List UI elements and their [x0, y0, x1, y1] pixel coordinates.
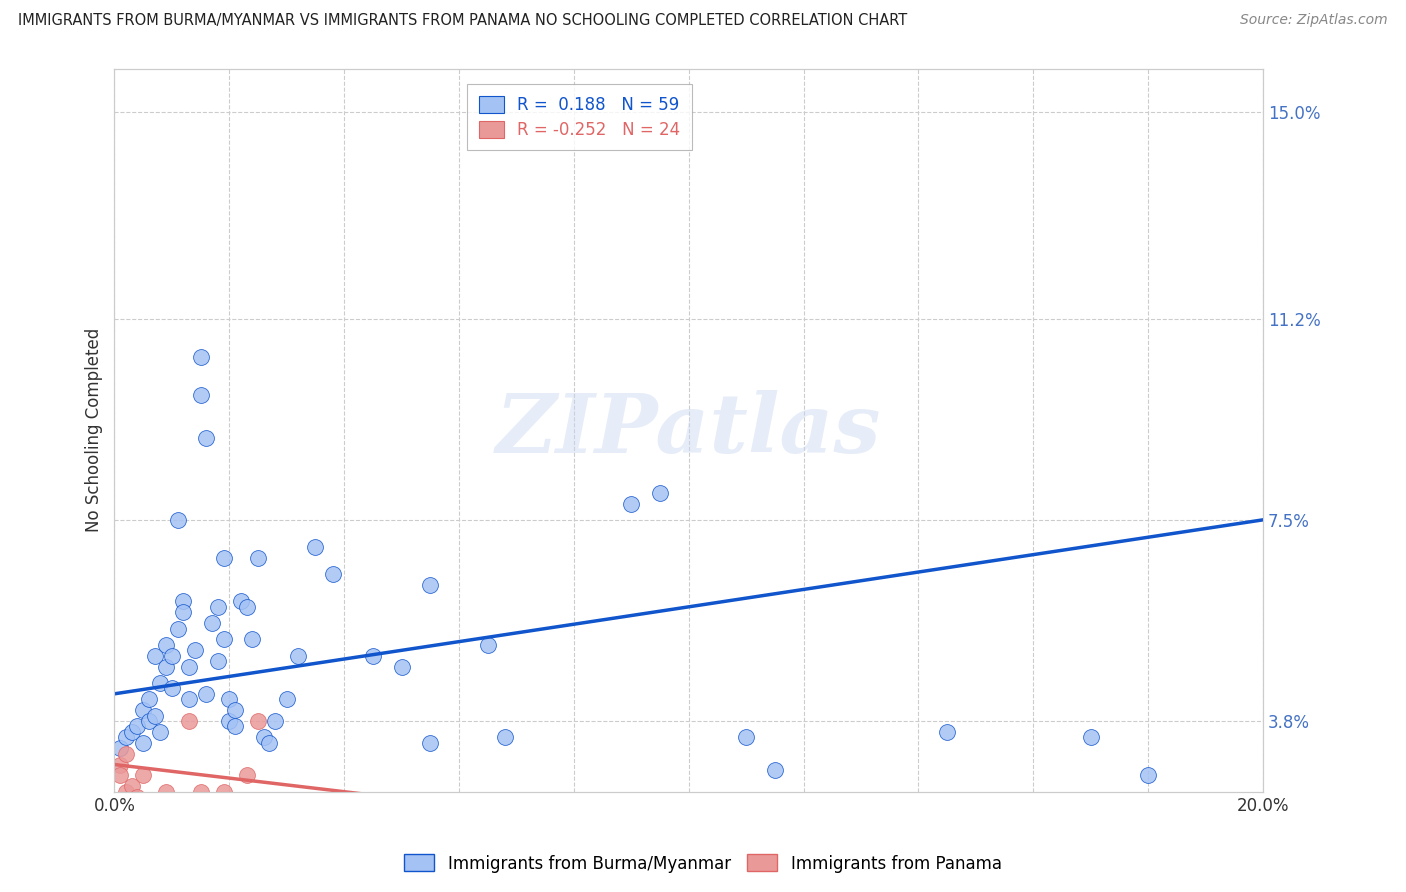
Point [166, 622, 188, 636]
Point [494, 731, 516, 745]
Point [419, 736, 441, 750]
Point [108, 741, 131, 756]
Point [419, 578, 441, 592]
Point [149, 725, 172, 739]
Point [177, 692, 200, 706]
Point [287, 648, 309, 663]
Point [132, 703, 155, 717]
Point [229, 594, 252, 608]
Point [648, 485, 671, 500]
Legend: R =  0.188   N = 59, R = -0.252   N = 24: R = 0.188 N = 59, R = -0.252 N = 24 [467, 84, 692, 151]
Point [207, 654, 229, 668]
Point [184, 643, 207, 657]
Point [1137, 768, 1160, 782]
Point [246, 550, 269, 565]
Point [115, 731, 138, 745]
Point [304, 540, 326, 554]
Point [240, 632, 263, 647]
Point [276, 692, 298, 706]
Point [177, 714, 200, 728]
Point [127, 790, 149, 805]
Point [212, 632, 235, 647]
Legend: Immigrants from Burma/Myanmar, Immigrants from Panama: Immigrants from Burma/Myanmar, Immigrant… [398, 847, 1008, 880]
Point [121, 725, 143, 739]
Point [121, 779, 143, 793]
Point [264, 714, 287, 728]
Point [160, 681, 183, 696]
Point [127, 719, 149, 733]
Point [172, 594, 194, 608]
Point [218, 692, 240, 706]
Point [143, 812, 166, 826]
Point [132, 736, 155, 750]
Point [190, 785, 212, 799]
Point [224, 719, 246, 733]
Point [108, 757, 131, 772]
Point [115, 747, 138, 761]
Point [108, 768, 131, 782]
Point [763, 763, 786, 777]
Text: ZIPatlas: ZIPatlas [496, 390, 882, 470]
Point [155, 638, 177, 652]
Point [160, 648, 183, 663]
Point [149, 676, 172, 690]
Point [259, 736, 281, 750]
Point [235, 768, 257, 782]
Point [190, 388, 212, 402]
Point [201, 616, 224, 631]
Point [936, 725, 959, 739]
Point [477, 638, 499, 652]
Point [149, 822, 172, 837]
Point [195, 431, 218, 445]
Text: Source: ZipAtlas.com: Source: ZipAtlas.com [1240, 13, 1388, 28]
Y-axis label: No Schooling Completed: No Schooling Completed [86, 328, 103, 533]
Point [143, 708, 166, 723]
Point [253, 731, 276, 745]
Point [138, 822, 160, 837]
Point [735, 731, 758, 745]
Point [143, 648, 166, 663]
Point [172, 605, 194, 619]
Point [132, 806, 155, 821]
Point [138, 692, 160, 706]
Point [138, 714, 160, 728]
Point [620, 496, 643, 510]
Point [212, 550, 235, 565]
Point [207, 599, 229, 614]
Point [155, 659, 177, 673]
Point [322, 567, 344, 582]
Point [166, 513, 188, 527]
Point [138, 796, 160, 810]
Point [361, 648, 384, 663]
Point [246, 714, 269, 728]
Point [235, 599, 257, 614]
Point [224, 703, 246, 717]
Point [115, 785, 138, 799]
Point [190, 350, 212, 364]
Point [132, 768, 155, 782]
Point [143, 833, 166, 847]
Point [195, 687, 218, 701]
Point [127, 822, 149, 837]
Point [177, 659, 200, 673]
Point [1080, 731, 1102, 745]
Point [155, 785, 177, 799]
Point [218, 714, 240, 728]
Point [121, 812, 143, 826]
Point [212, 785, 235, 799]
Point [391, 659, 413, 673]
Point [160, 833, 183, 847]
Point [166, 845, 188, 859]
Text: IMMIGRANTS FROM BURMA/MYANMAR VS IMMIGRANTS FROM PANAMA NO SCHOOLING COMPLETED C: IMMIGRANTS FROM BURMA/MYANMAR VS IMMIGRA… [18, 13, 907, 29]
